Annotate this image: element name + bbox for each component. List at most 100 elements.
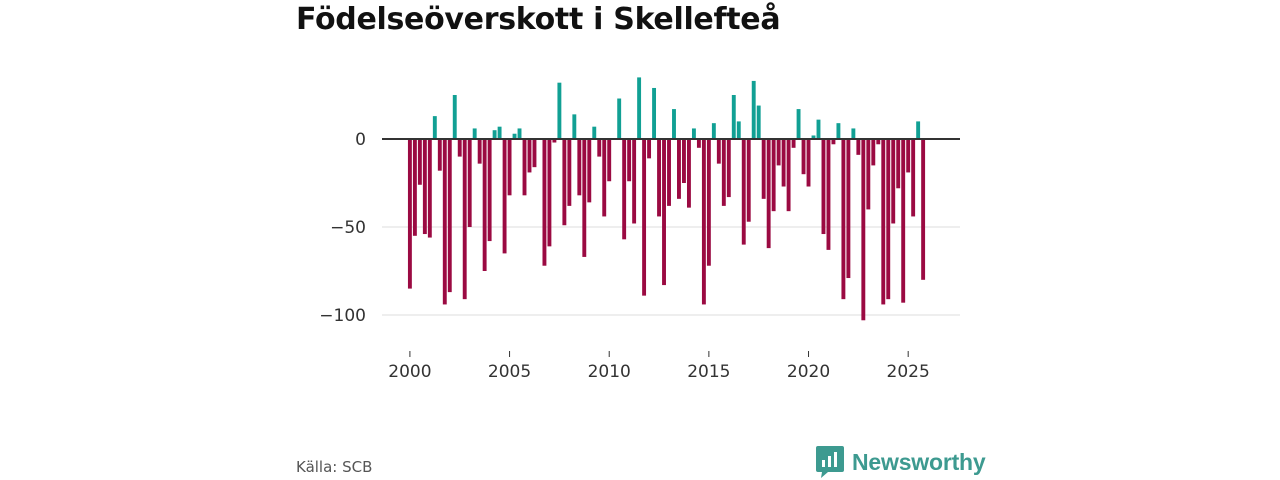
- bar-negative: [866, 139, 871, 210]
- bar-positive: [517, 128, 522, 139]
- bar-negative: [642, 139, 647, 296]
- bar-negative: [407, 139, 412, 289]
- bar-negative: [547, 139, 552, 247]
- bar-negative: [422, 139, 427, 235]
- bar-positive: [592, 126, 597, 139]
- bar-negative: [507, 139, 512, 196]
- x-tick-label: 2020: [787, 362, 830, 382]
- bar-negative: [682, 139, 686, 183]
- bar-negative: [776, 139, 781, 166]
- bar-negative: [831, 139, 836, 145]
- bar-negative: [696, 139, 701, 148]
- bar-negative: [766, 139, 771, 249]
- bar-negative: [821, 139, 826, 235]
- bar-negative: [886, 139, 891, 300]
- bar-negative: [746, 139, 751, 222]
- bar-negative: [701, 139, 706, 305]
- bar-negative: [846, 139, 851, 279]
- bar-positive: [432, 116, 437, 139]
- bar-negative: [582, 139, 587, 257]
- bar-positive: [672, 109, 676, 139]
- bar-positive: [572, 114, 577, 139]
- bar-positive: [816, 119, 821, 139]
- bar-negative: [532, 139, 537, 168]
- bar-negative: [871, 139, 876, 166]
- bar-chart: 0 −50 −100 2000 2005 2010 2015 2020 2025: [319, 77, 960, 382]
- bar-negative: [826, 139, 831, 250]
- bar-negative: [607, 139, 612, 182]
- bar-negative: [806, 139, 811, 187]
- bar-positive: [637, 77, 642, 139]
- bar-negative: [487, 139, 492, 242]
- bar-negative: [597, 139, 602, 157]
- bar-negative: [856, 139, 861, 155]
- bar-positive: [796, 109, 801, 139]
- bar-negative: [462, 139, 467, 300]
- x-tick-label: 2015: [687, 362, 730, 382]
- bar-positive: [916, 121, 921, 139]
- bar-negative: [427, 139, 432, 238]
- bar-positive: [557, 82, 562, 139]
- bar-negative: [906, 139, 911, 173]
- bar-negative: [567, 139, 572, 206]
- x-tick-label: 2010: [588, 362, 631, 382]
- bar-negative: [677, 139, 681, 199]
- y-tick-label: 0: [355, 130, 366, 150]
- bar-positive: [731, 95, 736, 139]
- bar-negative: [542, 139, 547, 266]
- bar-positive: [811, 135, 816, 139]
- bar-negative: [647, 139, 652, 159]
- chart-title: Födelseöverskott i Skellefteå: [296, 2, 781, 37]
- bar-negative: [721, 139, 726, 206]
- bar-positive: [691, 128, 696, 139]
- x-tick-label: 2000: [388, 362, 431, 382]
- bar-positive: [836, 123, 841, 139]
- bar-positive: [711, 123, 716, 139]
- bar-negative: [861, 139, 866, 321]
- bar-negative: [447, 139, 452, 293]
- bar-negative: [417, 139, 422, 185]
- source-credit: Källa: SCB: [296, 458, 373, 476]
- bar-negative: [562, 139, 567, 226]
- bar-positive: [617, 98, 622, 139]
- y-tick-label: −100: [319, 306, 366, 326]
- bar-negative: [552, 139, 557, 143]
- bar-negative: [706, 139, 711, 266]
- bar-chart-speech-bubble-icon: [816, 446, 844, 478]
- bar-positive: [652, 87, 657, 139]
- x-tick-label: 2005: [488, 362, 531, 382]
- bar-positive: [751, 80, 756, 139]
- bar-negative: [502, 139, 507, 254]
- bar-negative: [791, 139, 796, 148]
- bar-negative: [622, 139, 627, 240]
- bar-negative: [881, 139, 886, 305]
- bar-negative: [457, 139, 462, 157]
- bar-negative: [741, 139, 746, 245]
- bar-negative: [921, 139, 926, 280]
- bar-negative: [667, 139, 671, 206]
- bar-negative: [771, 139, 776, 212]
- bar-positive: [497, 126, 502, 139]
- bar-negative: [522, 139, 527, 196]
- brand-name: Newsworthy: [852, 448, 986, 475]
- bar-negative: [761, 139, 766, 199]
- bar-positive: [756, 105, 761, 139]
- bar-negative: [901, 139, 906, 303]
- bar-negative: [841, 139, 846, 300]
- bar-negative: [627, 139, 632, 182]
- bar-positive: [512, 133, 517, 139]
- bar-negative: [686, 139, 691, 208]
- bar-negative: [587, 139, 592, 203]
- bar-negative: [891, 139, 896, 224]
- bar-negative: [801, 139, 806, 175]
- x-tick-label: 2025: [887, 362, 930, 382]
- bar-negative: [716, 139, 721, 164]
- brand-logo[interactable]: Newsworthy: [816, 446, 986, 478]
- bar-negative: [632, 139, 637, 224]
- bar-positive: [736, 121, 741, 139]
- bar-negative: [442, 139, 447, 305]
- bar-positive: [452, 95, 457, 139]
- y-tick-label: −50: [330, 218, 366, 238]
- bar-negative: [726, 139, 731, 198]
- bar-positive: [472, 128, 477, 139]
